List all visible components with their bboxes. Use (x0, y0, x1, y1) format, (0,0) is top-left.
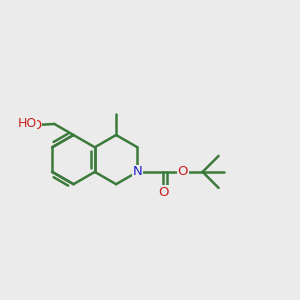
Text: H: H (27, 119, 36, 132)
Text: H: H (27, 117, 37, 130)
Text: O: O (32, 119, 42, 132)
Text: O: O (178, 165, 188, 178)
Text: O: O (158, 186, 169, 199)
Text: HO: HO (17, 117, 37, 130)
Text: N: N (133, 165, 142, 178)
